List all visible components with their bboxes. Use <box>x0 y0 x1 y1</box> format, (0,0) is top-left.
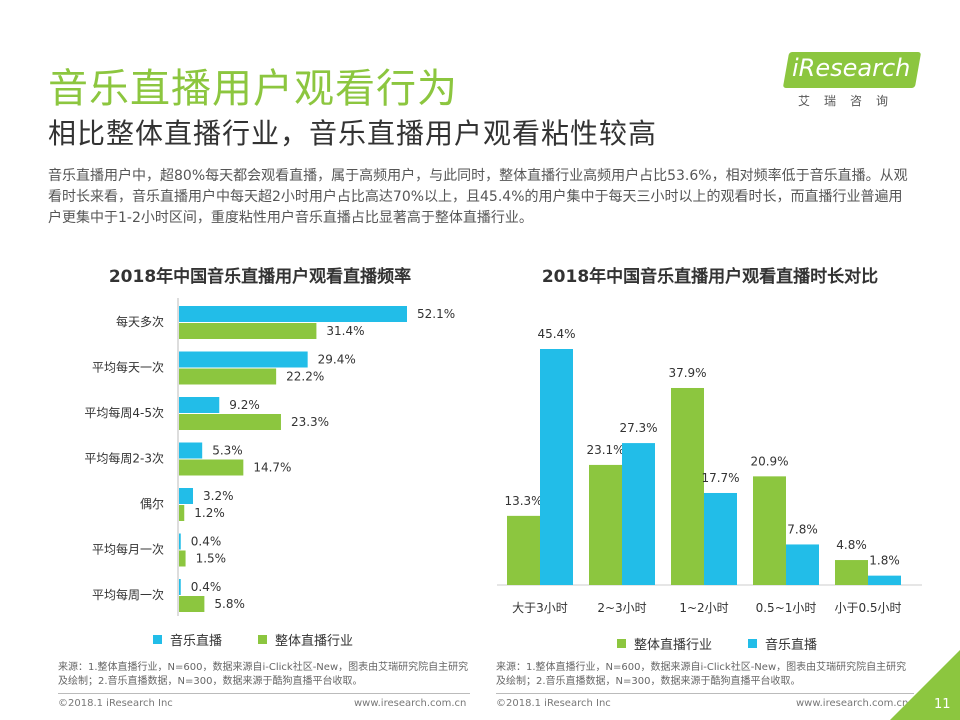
legend-item-music-2: 音乐直播 <box>748 634 817 653</box>
intro-paragraph: 音乐直播用户中，超80%每天都会观看直播，属于高频用户，与此同时，整体直播行业高… <box>48 168 908 226</box>
industry-column-label: 37.9% <box>668 366 706 380</box>
music-value-label: 0.4% <box>191 535 222 549</box>
industry-value-label: 14.7% <box>253 461 291 475</box>
music-column-label: 45.4% <box>537 327 575 341</box>
music-value-label: 0.4% <box>191 580 222 594</box>
footer-copyright-left: ©2018.1 iResearch Inc <box>58 698 173 709</box>
legend-item-industry-2: 整体直播行业 <box>617 634 712 653</box>
industry-column-label: 20.9% <box>750 454 788 468</box>
legend-swatch-industry <box>258 635 268 644</box>
right-category-label: 0.5~1小时 <box>756 601 817 615</box>
left-category-label: 平均每周一次 <box>92 587 164 602</box>
industry-value-label: 1.2% <box>194 506 225 520</box>
left-category-label: 平均每周2-3次 <box>84 451 164 466</box>
footer-divider-left <box>58 693 470 694</box>
industry-column <box>835 560 868 585</box>
music-column <box>622 443 655 585</box>
music-bar <box>179 533 181 550</box>
industry-column <box>507 515 540 585</box>
footer-website-right: www.iresearch.com.cn <box>796 698 909 709</box>
legend-label-music: 音乐直播 <box>170 634 223 649</box>
source-note-left: 来源：1.整体直播行业，N=600，数据来源自i-Click社区-New，图表由… <box>58 662 469 687</box>
music-value-label: 52.1% <box>417 307 455 321</box>
music-value-label: 9.2% <box>229 398 260 412</box>
iresearch-logo: iResearch 艾瑞咨询 <box>782 52 922 108</box>
right-category-label: 1~2小时 <box>679 601 728 615</box>
industry-column <box>589 464 622 585</box>
right-category-label: 大于3小时 <box>512 601 568 615</box>
footer-copyright-right: ©2018.1 iResearch Inc <box>496 698 611 709</box>
music-bar <box>179 306 407 322</box>
music-column-label: 1.8% <box>869 554 900 568</box>
logo-name: iResearch <box>792 54 911 82</box>
right-category-label: 小于0.5小时 <box>834 601 901 615</box>
music-bar <box>179 397 220 413</box>
page-title: 音乐直播用户观看行为 <box>48 66 458 112</box>
music-bar <box>179 488 194 504</box>
industry-value-label: 31.4% <box>326 324 364 338</box>
industry-column <box>671 387 704 585</box>
source-note-right: 来源：1.整体直播行业，N=600，数据来源自i-Click社区-New，图表由… <box>496 662 907 687</box>
industry-bar <box>179 505 185 521</box>
music-value-label: 29.4% <box>318 353 356 367</box>
music-column-label: 17.7% <box>701 471 739 485</box>
music-column <box>786 544 819 585</box>
legend-frequency: 音乐直播 整体直播行业 <box>153 630 389 649</box>
music-column <box>868 575 901 585</box>
legend-item-music: 音乐直播 <box>153 630 222 649</box>
left-category-label: 平均每天一次 <box>92 360 164 375</box>
industry-value-label: 1.5% <box>196 552 227 566</box>
music-value-label: 5.3% <box>212 444 243 458</box>
page-number: 11 <box>934 697 951 712</box>
legend-swatch-music-2 <box>748 639 758 648</box>
legend-label-industry-2: 整体直播行业 <box>634 638 713 653</box>
music-column-label: 7.8% <box>787 522 818 536</box>
industry-bar <box>179 596 205 612</box>
corner-accent <box>890 650 960 720</box>
industry-bar <box>179 550 186 567</box>
legend-duration: 整体直播行业 音乐直播 <box>617 634 853 653</box>
industry-value-label: 5.8% <box>214 597 245 611</box>
left-category-label: 偶尔 <box>140 496 164 511</box>
legend-item-industry: 整体直播行业 <box>258 630 353 649</box>
industry-bar <box>179 368 277 385</box>
chart-title-frequency: 2018年中国音乐直播用户观看直播频率 <box>108 267 412 287</box>
industry-bar <box>179 459 244 476</box>
left-category-label: 平均每周4-5次 <box>84 405 164 420</box>
chart-title-duration: 2018年中国音乐直播用户观看直播时长对比 <box>541 267 879 287</box>
left-category-label: 每天多次 <box>116 314 164 329</box>
music-bar <box>179 351 308 368</box>
logo-subtitle: 艾瑞咨询 <box>798 94 903 108</box>
industry-column-label: 13.3% <box>504 494 542 508</box>
legend-label-music-2: 音乐直播 <box>765 638 818 653</box>
music-value-label: 3.2% <box>203 489 234 503</box>
music-column <box>704 492 737 585</box>
industry-column <box>753 476 786 585</box>
legend-swatch-industry-2 <box>617 639 626 648</box>
music-bar <box>179 442 203 459</box>
music-column <box>540 349 573 585</box>
legend-label-industry: 整体直播行业 <box>275 634 354 649</box>
industry-value-label: 22.2% <box>286 370 324 384</box>
footer-divider-right <box>496 693 914 694</box>
music-column-label: 27.3% <box>619 421 657 435</box>
left-category-label: 平均每月一次 <box>92 542 164 557</box>
industry-column-label: 23.1% <box>586 443 624 457</box>
industry-bar <box>179 414 281 430</box>
legend-swatch-music <box>153 635 162 644</box>
right-category-label: 2~3小时 <box>597 601 646 615</box>
footer-website-left: www.iresearch.com.cn <box>354 698 467 709</box>
industry-column-label: 4.8% <box>836 538 867 552</box>
industry-bar <box>179 323 317 339</box>
music-bar <box>179 579 181 595</box>
page-subtitle: 相比整体直播行业，音乐直播用户观看粘性较高 <box>48 117 658 150</box>
industry-value-label: 23.3% <box>291 415 329 429</box>
